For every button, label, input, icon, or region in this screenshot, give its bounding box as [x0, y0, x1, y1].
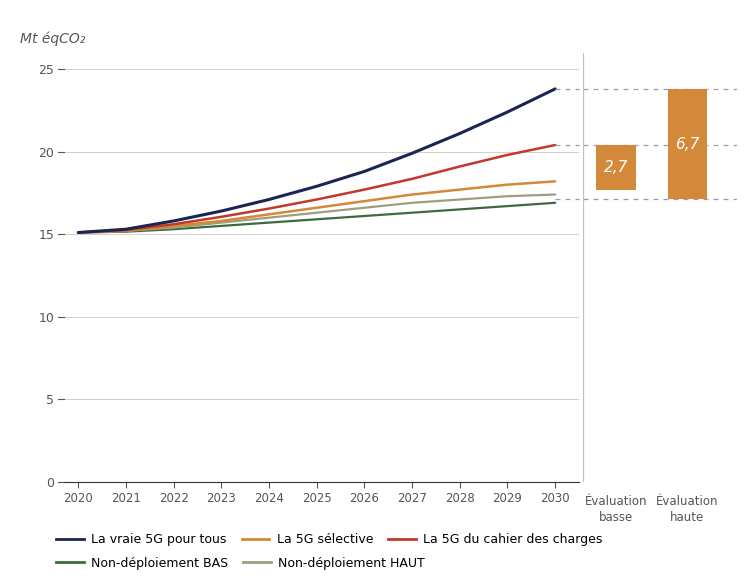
Bar	[668, 89, 707, 200]
Text: 6,7: 6,7	[675, 137, 699, 152]
Text: Évaluation
basse: Évaluation basse	[584, 495, 647, 524]
Text: Mt éqCO₂: Mt éqCO₂	[20, 32, 86, 46]
Text: 2,7: 2,7	[604, 160, 628, 175]
Legend: La vraie 5G pour tous, La 5G sélective, La 5G du cahier des charges: La vraie 5G pour tous, La 5G sélective, …	[51, 529, 608, 551]
Bar	[596, 145, 635, 190]
Legend: Non-déploiement BAS, Non-déploiement HAUT: Non-déploiement BAS, Non-déploiement HAU…	[51, 552, 430, 575]
Text: Évaluation
haute: Évaluation haute	[656, 495, 719, 524]
